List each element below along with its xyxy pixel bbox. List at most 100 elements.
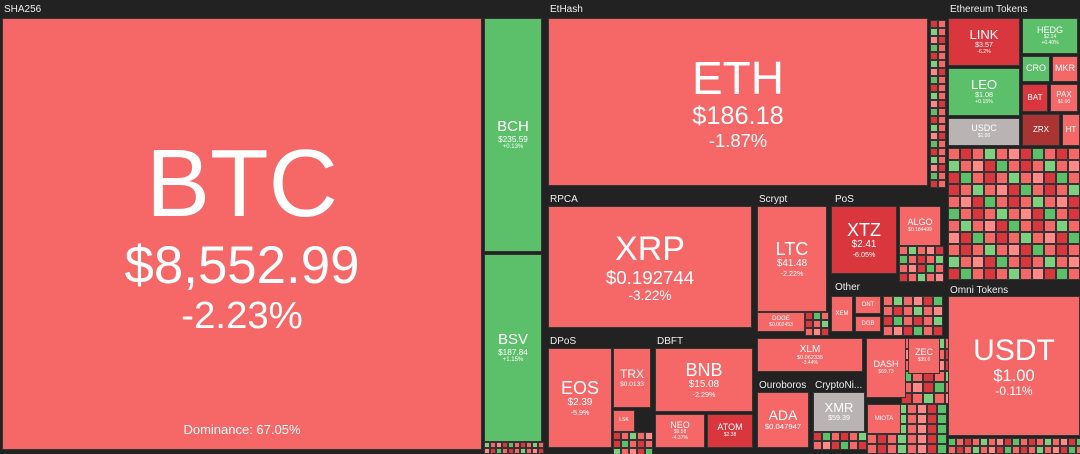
coin-tile[interactable]: XRP $0.192744 -3.22% (548, 206, 752, 328)
coin-tile[interactable]: DGB (855, 316, 881, 332)
mosaic-cell (930, 148, 938, 156)
mosaic-cell (960, 172, 972, 184)
mosaic-cell (849, 432, 858, 441)
coin-tile[interactable]: USDT $1.00 -0.11% (948, 296, 1080, 436)
mosaic-cell (520, 442, 526, 448)
coin-price: $2.39 (567, 397, 593, 409)
mosaic-cell (935, 246, 944, 255)
coin-tile[interactable]: ADA $0.047947 (757, 392, 809, 448)
coin-symbol: XTZ (847, 219, 881, 240)
mosaic-cell (1020, 438, 1028, 446)
coin-tile[interactable]: LINK $3.57 -6.2% (948, 18, 1020, 66)
coin-tile[interactable]: DOGE $0.002453 (757, 312, 805, 332)
mosaic-cell (917, 404, 927, 414)
mosaic-cell (1044, 160, 1056, 172)
mosaic-cell (813, 328, 821, 336)
mosaic-cell (887, 434, 897, 444)
coin-tile[interactable]: ONT (855, 296, 881, 314)
coin-price: $69.73 (878, 369, 894, 376)
mosaic-cell (1068, 268, 1080, 280)
mosaic-cell (930, 28, 938, 36)
coin-symbol: DOGE (772, 315, 790, 322)
mosaic-cell (927, 434, 937, 444)
mosaic-cell (484, 442, 490, 448)
mosaic-cell (938, 28, 946, 36)
coin-tile[interactable]: MIOTA (867, 404, 901, 434)
mosaic-cell (917, 434, 927, 444)
coin-symbol: LINK (969, 27, 999, 43)
mosaic-cell (930, 60, 938, 68)
coin-tile[interactable]: USDC $1.00 (948, 118, 1020, 146)
mosaic-cell (937, 414, 947, 424)
coin-tile[interactable]: ATOM $2.38 (707, 414, 753, 448)
mosaic-cell (867, 444, 877, 454)
mosaic-cell (984, 256, 996, 268)
coin-tile[interactable]: PAX $1.00 (1050, 84, 1078, 112)
coin-tile[interactable]: BCH $235.59 +0.13% (484, 18, 542, 252)
coin-tile[interactable]: NEO $9.58 -4.37% (655, 414, 705, 448)
coin-tile[interactable]: ZEC $39.6 (908, 338, 940, 374)
mosaic-cell (923, 326, 933, 336)
coin-tile[interactable]: TRX $0.0133 (613, 348, 651, 408)
coin-tile[interactable]: XTZ $2.41 -6.05% (831, 206, 897, 274)
coin-tile[interactable]: BAT (1022, 84, 1048, 112)
coin-tile[interactable]: XLM $0.062335 -3.44% (757, 338, 863, 372)
coin-tile[interactable]: HEDG $2.14 +0.40% (1022, 18, 1078, 54)
coin-tile[interactable]: LEO $1.08 +0.15% (948, 68, 1020, 116)
coin-tile[interactable]: LSK (613, 410, 635, 432)
mosaic-cell (1020, 446, 1028, 454)
mosaic-cell (948, 184, 960, 196)
coin-price: $8,552.99 (124, 235, 360, 295)
mosaic-cell (933, 306, 943, 316)
mosaic-cell (1044, 268, 1056, 280)
coin-symbol: BTC (146, 130, 338, 238)
mosaic-cell (1032, 244, 1044, 256)
coin-tile[interactable]: ETH $186.18 -1.87% (548, 18, 928, 186)
mosaic-cell (933, 296, 943, 306)
coin-tile[interactable]: LTC $41.48 -2.22% (757, 206, 827, 312)
mosaic-cell (508, 442, 514, 448)
mosaic-cell (938, 116, 946, 124)
mosaic-cell (964, 438, 972, 446)
coin-tile[interactable]: XMR $59.39 (813, 392, 865, 432)
coin-tile[interactable]: MKR (1052, 56, 1078, 82)
coin-symbol: ONT (861, 301, 875, 308)
mosaic-cell (935, 273, 944, 282)
mosaic-cell (903, 316, 913, 326)
coin-tile[interactable]: EOS $2.39 -5.9% (548, 348, 612, 448)
mosaic-cell (893, 296, 903, 306)
coin-tile[interactable]: CRO (1022, 56, 1050, 82)
coin-tile[interactable]: BTC $8,552.99 -2.23% Dominance: 67.05% (2, 18, 482, 450)
coin-tile[interactable]: BNB $15.08 -2.29% (655, 348, 753, 412)
coin-price: $41.48 (776, 258, 808, 270)
mosaic-cell (1044, 172, 1056, 184)
mosaic-cell (926, 246, 935, 255)
coin-change: -2.29% (692, 390, 716, 400)
coin-price: $3.57 (975, 41, 993, 50)
mosaic-cell (948, 438, 956, 446)
mosaic-cell (821, 312, 829, 320)
coin-tile[interactable]: BSV $187.84 +1.15% (484, 254, 542, 442)
coin-tile[interactable]: HT (1062, 114, 1080, 146)
mosaic-cell (934, 393, 945, 404)
mosaic-cell (1044, 438, 1052, 446)
mosaic-cell (938, 44, 946, 52)
mosaic-cell (972, 208, 984, 220)
mosaic-cell (1068, 244, 1080, 256)
mosaic-cell (930, 20, 938, 28)
mosaic-cell (1052, 446, 1060, 454)
coin-tile[interactable]: DASH $69.73 (866, 338, 906, 398)
mosaic-cell (883, 326, 893, 336)
mosaic-cell (948, 446, 956, 454)
coin-change: -2.22% (780, 269, 804, 279)
mosaic-cell (917, 246, 926, 255)
coin-symbol: LTC (775, 238, 809, 259)
coin-tile[interactable]: XEM (831, 296, 853, 332)
mosaic-cell (883, 306, 893, 316)
mosaic-cell (956, 438, 964, 446)
mosaic-cell (821, 320, 829, 328)
coin-tile[interactable]: ALGO $0.184499 (899, 206, 941, 246)
mosaic-cell (996, 160, 1008, 172)
coin-tile[interactable]: ZRX (1022, 114, 1060, 146)
coin-price: $2.14 (1043, 34, 1057, 41)
